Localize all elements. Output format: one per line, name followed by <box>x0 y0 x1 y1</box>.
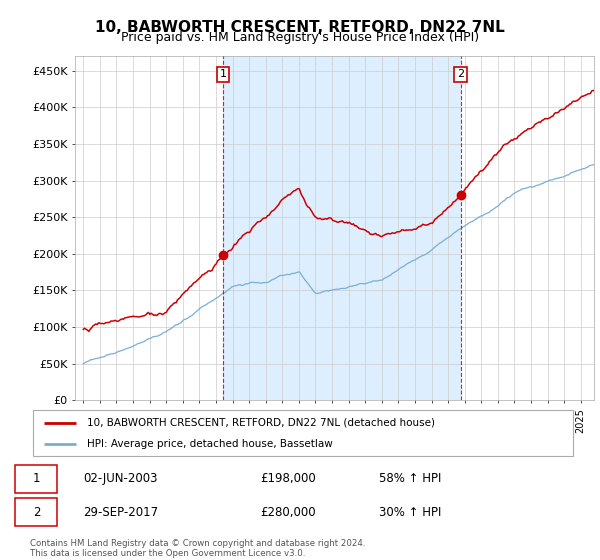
FancyBboxPatch shape <box>15 465 58 493</box>
Text: 30% ↑ HPI: 30% ↑ HPI <box>379 506 442 519</box>
Text: 1: 1 <box>220 69 226 80</box>
Text: HPI: Average price, detached house, Bassetlaw: HPI: Average price, detached house, Bass… <box>87 439 333 449</box>
Text: £198,000: £198,000 <box>260 473 316 486</box>
Text: 29-SEP-2017: 29-SEP-2017 <box>83 506 158 519</box>
Bar <box>223 56 461 400</box>
Text: Price paid vs. HM Land Registry's House Price Index (HPI): Price paid vs. HM Land Registry's House … <box>121 31 479 44</box>
Text: 1: 1 <box>33 473 40 486</box>
FancyBboxPatch shape <box>33 410 573 456</box>
Text: 10, BABWORTH CRESCENT, RETFORD, DN22 7NL (detached house): 10, BABWORTH CRESCENT, RETFORD, DN22 7NL… <box>87 418 435 428</box>
Text: 10, BABWORTH CRESCENT, RETFORD, DN22 7NL: 10, BABWORTH CRESCENT, RETFORD, DN22 7NL <box>95 20 505 35</box>
Text: 2: 2 <box>33 506 40 519</box>
Text: Contains HM Land Registry data © Crown copyright and database right 2024.
This d: Contains HM Land Registry data © Crown c… <box>30 539 365 558</box>
Text: 2: 2 <box>457 69 464 80</box>
Text: 02-JUN-2003: 02-JUN-2003 <box>83 473 157 486</box>
Text: £280,000: £280,000 <box>260 506 316 519</box>
FancyBboxPatch shape <box>15 498 58 526</box>
Text: 58% ↑ HPI: 58% ↑ HPI <box>379 473 442 486</box>
